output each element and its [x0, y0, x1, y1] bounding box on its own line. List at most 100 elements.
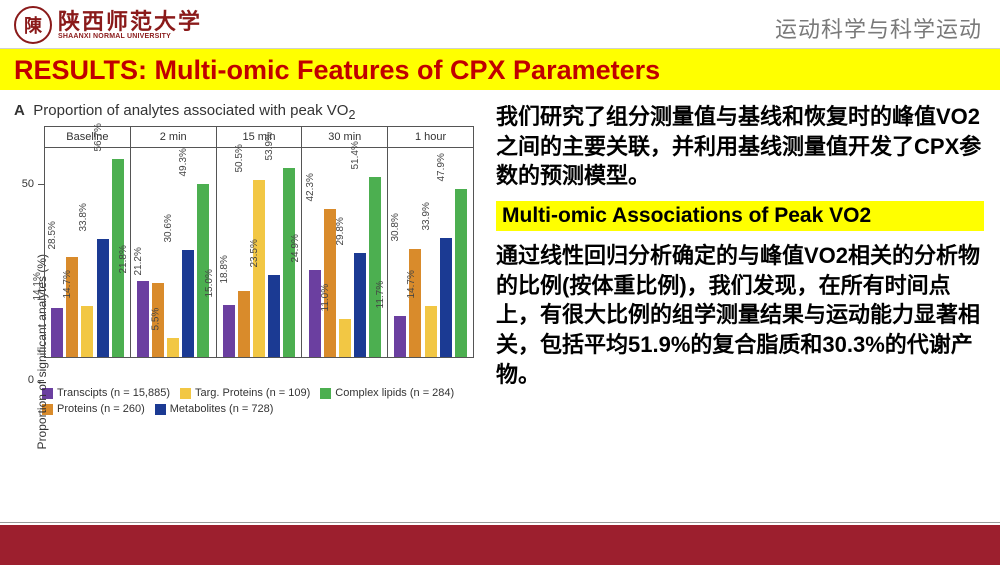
bar: 33.9%: [440, 238, 452, 357]
bar-value-label: 30.8%: [390, 213, 401, 241]
legend-label: Transcipts (n = 15,885): [57, 387, 170, 399]
bar: 23.5%: [268, 275, 280, 357]
facet-cell: 15 min15.0%18.8%50.5%23.5%53.9%: [216, 127, 302, 357]
facet-header: 30 min: [302, 127, 387, 148]
bar-value-label: 49.3%: [178, 149, 189, 177]
legend-swatch: [180, 388, 191, 399]
bar-value-label: 14.7%: [405, 270, 416, 298]
legend-item: Proteins (n = 260): [42, 403, 145, 415]
bar: 14.1%: [51, 308, 63, 357]
bar-value-label: 28.5%: [47, 221, 58, 249]
legend-label: Complex lipids (n = 284): [335, 387, 454, 399]
bar-value-label: 42.3%: [304, 173, 315, 201]
logo-emblem: 陳: [14, 6, 52, 44]
bar: 33.8%: [97, 239, 109, 357]
bar: 51.4%: [369, 177, 381, 357]
bar-group: 14.1%28.5%14.7%33.8%56.7%: [48, 147, 127, 357]
text-panel: 我们研究了组分测量值与基线和恢复时的峰值VO2之间的主要关联，并利用基线测量值开…: [474, 102, 984, 522]
bar-value-label: 56.7%: [92, 123, 103, 151]
university-name-cn: 陕西师范大学: [58, 11, 202, 33]
bar-value-label: 11.0%: [320, 283, 331, 311]
plot-area: Baseline 14.1% 28.5% 14.7% 33.8% 56.7% 2 min 21…: [44, 126, 474, 358]
legend-swatch: [155, 404, 166, 415]
paragraph-2: 通过线性回归分析确定的与峰值VO2相关的分析物的比例(按体重比例)，我们发现，在…: [496, 241, 984, 389]
bar-value-label: 21.2%: [133, 247, 144, 275]
body: A Proportion of analytes associated with…: [0, 90, 1000, 530]
legend-label: Targ. Proteins (n = 109): [195, 387, 310, 399]
legend-item: Metabolites (n = 728): [155, 403, 274, 415]
facet-header: 1 hour: [388, 127, 473, 148]
facet-cell: 2 min21.8%21.2%5.5%30.6%49.3%: [130, 127, 216, 357]
legend-label: Proteins (n = 260): [57, 403, 145, 415]
bar: 11.0%: [339, 319, 351, 358]
panel-title-sub: 2: [348, 108, 355, 122]
bar-value-label: 47.9%: [436, 154, 447, 182]
paragraph-1: 我们研究了组分测量值与基线和恢复时的峰值VO2之间的主要关联，并利用基线测量值开…: [496, 102, 984, 191]
bar: 15.0%: [223, 305, 235, 358]
legend: Transcipts (n = 15,885) Targ. Proteins (n…: [42, 385, 474, 417]
page-title: RESULTS: Multi-omic Features of CPX Para…: [14, 55, 660, 85]
bar-value-label: 5.5%: [151, 307, 162, 330]
facet-cell: Baseline14.1%28.5%14.7%33.8%56.7%: [45, 127, 130, 357]
bar: 30.6%: [182, 250, 194, 357]
bar: 5.5%: [167, 338, 179, 357]
title-bar: RESULTS: Multi-omic Features of CPX Para…: [0, 48, 1000, 90]
logo: 陳 陕西师范大学 SHAANXI NORMAL UNIVERSITY: [14, 6, 202, 44]
facet-cell: 1 hour11.7%30.8%14.7%33.9%47.9%: [387, 127, 473, 357]
bar: 53.9%: [283, 168, 295, 357]
bar-value-label: 50.5%: [234, 144, 245, 172]
legend-item: Targ. Proteins (n = 109): [180, 387, 310, 399]
bar-value-label: 33.9%: [421, 203, 432, 231]
chart-heading: A Proportion of analytes associated with…: [14, 102, 474, 122]
chart-panel: A Proportion of analytes associated with…: [14, 102, 474, 522]
bar: 50.5%: [253, 180, 265, 357]
bar-value-label: 51.4%: [350, 141, 361, 169]
panel-label: A: [14, 102, 25, 119]
bar-value-label: 18.8%: [219, 255, 230, 283]
bar: 24.9%: [309, 270, 321, 357]
facet-header: 15 min: [217, 127, 302, 148]
bar-value-label: 21.8%: [118, 245, 129, 273]
bar: 29.8%: [354, 253, 366, 357]
bar: 30.8%: [409, 249, 421, 357]
logo-glyph: 陳: [24, 12, 42, 38]
bar: 14.7%: [425, 306, 437, 357]
bar-value-label: 23.5%: [249, 239, 260, 267]
bar-value-label: 14.7%: [62, 270, 73, 298]
bar-value-label: 29.8%: [335, 217, 346, 245]
y-tick-label: 50: [22, 178, 34, 190]
facet-cell: 30 min24.9%42.3%11.0%29.8%51.4%: [301, 127, 387, 357]
bar-value-label: 30.6%: [163, 214, 174, 242]
panel-title: Proportion of analytes associated with p…: [33, 102, 355, 119]
bar: 11.7%: [394, 316, 406, 357]
y-tick: 0: [38, 380, 44, 381]
panel-title-text: Proportion of analytes associated with p…: [33, 102, 348, 119]
header: 陳 陕西师范大学 SHAANXI NORMAL UNIVERSITY 运动科学与…: [0, 0, 1000, 48]
bar-group: 11.7%30.8%14.7%33.9%47.9%: [391, 147, 470, 357]
facet-header: Baseline: [45, 127, 130, 148]
bar-value-label: 14.1%: [32, 272, 43, 300]
bar-value-label: 15.0%: [204, 269, 215, 297]
y-tick-label: 0: [28, 374, 34, 386]
bar: 18.8%: [238, 291, 250, 357]
sub-heading-bar: Multi-omic Associations of Peak VO2: [496, 201, 984, 231]
facet-header: 2 min: [131, 127, 216, 148]
chart-box: Proportion of significant analytes (%) 0…: [14, 126, 474, 417]
header-subtitle: 运动科学与科学运动: [775, 12, 982, 44]
sub-heading: Multi-omic Associations of Peak VO2: [502, 204, 871, 227]
footer-bar: [0, 525, 1000, 565]
bar-value-label: 33.8%: [77, 203, 88, 231]
bar-value-label: 24.9%: [289, 234, 300, 262]
bar: 47.9%: [455, 189, 467, 357]
bar-value-label: 11.7%: [376, 281, 387, 309]
plot-wrap: Proportion of significant analytes (%) 0…: [44, 126, 474, 381]
legend-swatch: [320, 388, 331, 399]
bar-group: 21.8%21.2%5.5%30.6%49.3%: [134, 147, 213, 357]
university-name-en: SHAANXI NORMAL UNIVERSITY: [58, 33, 202, 40]
bar-group: 24.9%42.3%11.0%29.8%51.4%: [305, 147, 384, 357]
bar-value-label: 53.9%: [264, 133, 275, 161]
legend-item: Complex lipids (n = 284): [320, 387, 454, 399]
divider: [0, 522, 1000, 523]
bar: 21.8%: [137, 281, 149, 357]
bar-group: 15.0%18.8%50.5%23.5%53.9%: [220, 147, 299, 357]
